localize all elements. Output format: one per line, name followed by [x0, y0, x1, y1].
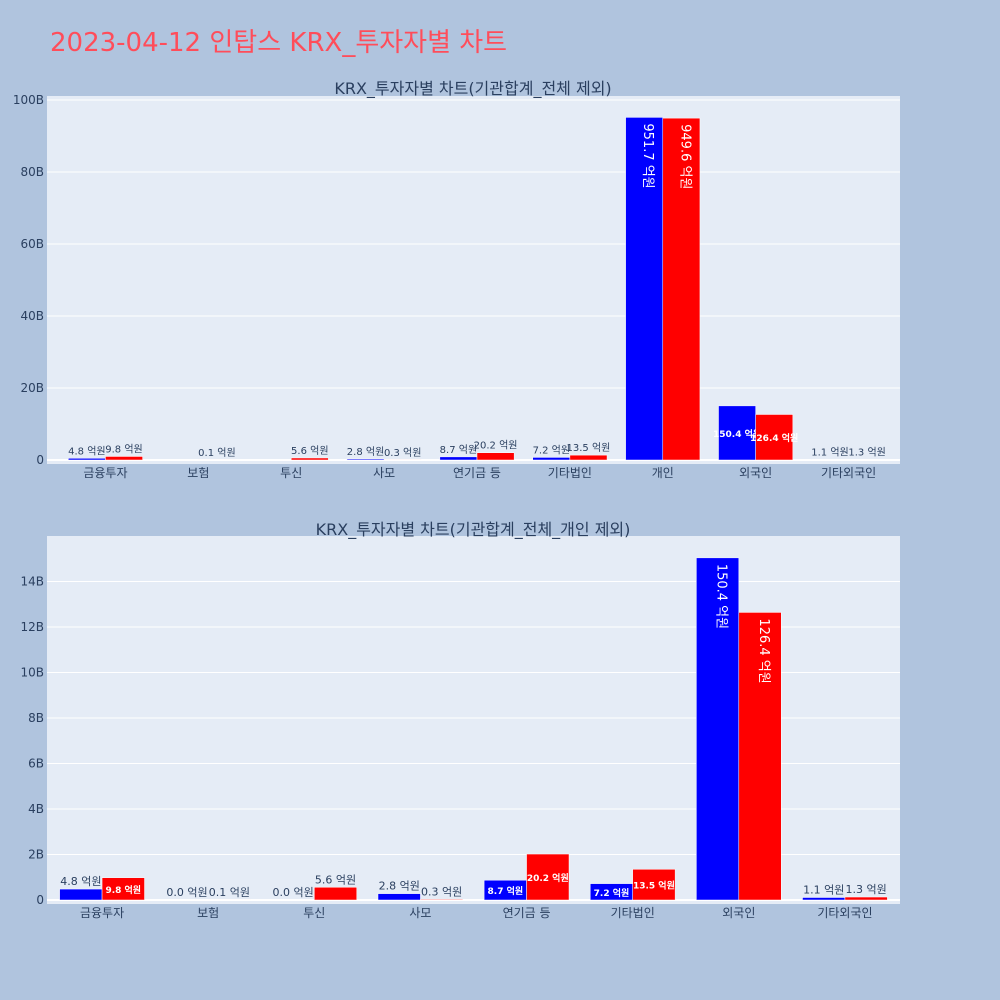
bar: [420, 899, 464, 901]
y-tick-label: 80B: [20, 165, 44, 179]
bar: [59, 888, 103, 901]
data-label: 1.1 억원: [811, 447, 848, 459]
data-label: 150.4 억원: [713, 428, 761, 440]
data-label: 8.7 억원: [488, 885, 524, 897]
x-tick-label: 기타외국인: [817, 906, 872, 920]
data-label: 150.4 억원: [714, 564, 729, 629]
x-tick-label: 기타법인: [611, 906, 655, 920]
y-tick-label: 40B: [20, 309, 44, 323]
bar: [314, 887, 358, 901]
y-tick-label: 60B: [20, 237, 44, 251]
chart-title: KRX_투자자별 차트(기관합계_전체 제외): [334, 79, 611, 99]
data-label: 9.8 억원: [105, 884, 141, 896]
data-label: 0.3 억원: [421, 885, 462, 898]
data-label: 126.4 억원: [756, 618, 771, 683]
y-tick-label: 12B: [20, 620, 44, 634]
chart-top: KRX_투자자별 차트(기관합계_전체 제외) 0 20B 40B 60B 80B 100…: [13, 79, 900, 480]
bar: [101, 877, 145, 901]
bar: [569, 454, 608, 461]
bar: [526, 853, 570, 901]
y-tick-label: 0: [36, 893, 44, 907]
x-tick-label: 연기금 등: [503, 906, 551, 920]
x-tick-label: 보험: [197, 906, 219, 920]
page-title: 2023-04-12 인탑스 KRX_투자자별 차트: [50, 28, 508, 58]
y-tick-label: 4B: [28, 802, 44, 816]
data-label: 8.7 억원: [440, 444, 477, 456]
bar: [844, 896, 888, 901]
x-tick-label: 연기금 등: [453, 466, 501, 480]
y-tick-label: 10B: [20, 666, 44, 680]
data-label: 20.2 억원: [527, 872, 569, 884]
y-tick-label: 8B: [28, 711, 44, 725]
bar: [802, 897, 846, 901]
data-label: 0.1 억원: [209, 886, 250, 899]
x-tick-label: 기타외국인: [821, 466, 876, 480]
y-tick-label: 0: [36, 453, 44, 467]
data-label: 0.3 억원: [384, 447, 421, 459]
x-tick-label: 보험: [187, 466, 209, 480]
bar: [738, 612, 782, 901]
x-tick-label: 사모: [373, 466, 395, 480]
bar: [68, 458, 106, 461]
x-tick-label: 기타법인: [548, 466, 592, 480]
data-label: 0.0 억원: [272, 886, 313, 899]
data-label: 0.1 억원: [198, 447, 235, 459]
y-tick-label: 14B: [20, 575, 44, 589]
bar: [290, 457, 329, 461]
data-label: 0.0 억원: [166, 886, 207, 899]
data-label: 126.4 억원: [750, 432, 798, 444]
data-label: 1.3 억원: [848, 447, 885, 459]
x-tick-label: 외국인: [722, 906, 755, 920]
y-tick-label: 20B: [20, 381, 44, 395]
data-label: 2.8 억원: [379, 880, 420, 893]
chart-title: KRX_투자자별 차트(기관합계_전체_개인 제외): [316, 520, 631, 540]
data-label: 1.1 억원: [803, 883, 844, 896]
plot-background: [47, 96, 900, 464]
y-tick-label: 100B: [13, 93, 44, 107]
data-label: 20.2 억원: [474, 440, 518, 452]
bar: [532, 457, 571, 461]
data-label: 949.6 억원: [677, 124, 692, 189]
data-label: 1.3 억원: [846, 883, 887, 896]
x-tick-label: 개인: [652, 466, 674, 480]
bar: [439, 456, 478, 461]
data-label: 13.5 억원: [633, 880, 675, 892]
bar: [718, 405, 756, 461]
x-tick-label: 투신: [303, 906, 325, 920]
data-label: 4.8 억원: [60, 875, 101, 888]
x-tick-label: 사모: [409, 906, 431, 920]
data-label: 4.8 억원: [68, 445, 105, 457]
data-label: 5.6 억원: [315, 873, 356, 886]
bar: [755, 414, 794, 461]
data-label: 2.8 억원: [347, 446, 384, 458]
data-label: 951.7 억원: [640, 123, 655, 188]
chart-bottom: KRX_투자자별 차트(기관합계_전체_개인 제외) 0 2B 4B 6B 8B 10B 1…: [20, 520, 900, 920]
bar: [632, 869, 676, 901]
x-tick-label: 외국인: [739, 466, 772, 480]
bar: [105, 456, 143, 461]
x-tick-label: 투신: [280, 466, 302, 480]
data-label: 13.5 억원: [567, 442, 611, 454]
data-label: 9.8 억원: [105, 443, 142, 455]
x-tick-label: 금융투자: [80, 906, 124, 920]
bar: [476, 452, 515, 461]
data-label: 5.6 억원: [291, 445, 328, 457]
x-tick-label: 금융투자: [83, 466, 127, 480]
bar: [346, 458, 385, 461]
bar: [377, 893, 421, 901]
bar: [662, 117, 701, 461]
data-label: 7.2 억원: [594, 887, 630, 899]
y-tick-label: 2B: [28, 848, 44, 862]
data-label: 7.2 억원: [533, 444, 570, 456]
y-tick-label: 6B: [28, 757, 44, 771]
